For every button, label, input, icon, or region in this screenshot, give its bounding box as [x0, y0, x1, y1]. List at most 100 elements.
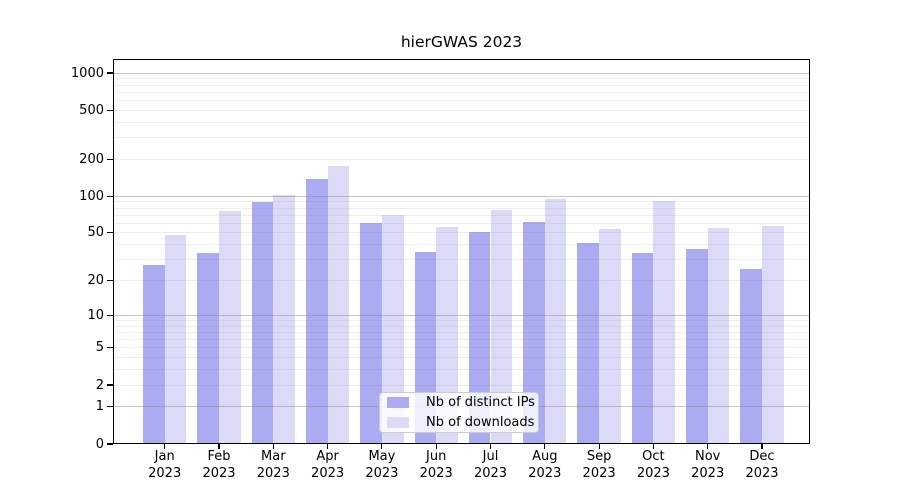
minor-gridline-400 [113, 121, 810, 123]
y-tick-mark-5 [107, 347, 113, 349]
bar-downloads-oct [653, 201, 676, 444]
x-tick-mark-aug [544, 444, 546, 449]
bar-distinct-ips-nov [686, 248, 708, 444]
y-tick-mark-200 [107, 158, 113, 160]
x-tick-label-apr: Apr 2023 [311, 449, 345, 481]
y-tick-label-20: 20 [87, 273, 104, 289]
y-tick-label-0: 0 [95, 436, 104, 452]
bar-downloads-dec [762, 225, 784, 444]
major-gridline-1000 [113, 72, 810, 74]
bar-distinct-ips-feb [197, 253, 219, 444]
x-tick-label-sep: Sep 2023 [582, 449, 616, 481]
bar-downloads-jan [164, 235, 187, 444]
bar-downloads-sep [599, 228, 621, 444]
legend-label-distinct-ips: Nb of distinct IPs [426, 395, 535, 410]
minor-gridline-70 [113, 214, 810, 216]
x-tick-label-aug: Aug 2023 [528, 449, 562, 481]
minor-gridline-300 [113, 137, 810, 139]
bar-downloads-mar [273, 195, 295, 444]
x-tick-mark-jan [164, 444, 166, 449]
x-tick-mark-mar [272, 444, 274, 449]
bar-downloads-jul [490, 210, 513, 444]
bar-distinct-ips-mar [251, 202, 274, 444]
x-tick-label-mar: Mar 2023 [256, 449, 290, 481]
bar-downloads-may [381, 215, 404, 444]
minor-gridline-50 [113, 232, 810, 234]
y-tick-mark-100 [107, 195, 113, 197]
legend-label-downloads: Nb of downloads [426, 415, 535, 430]
x-tick-label-oct: Oct 2023 [636, 449, 670, 481]
bar-downloads-jun [436, 226, 458, 444]
y-tick-label-1000: 1000 [70, 65, 104, 81]
minor-gridline-9 [113, 319, 810, 321]
x-tick-mark-sep [598, 444, 600, 449]
x-tick-label-nov: Nov 2023 [691, 449, 725, 481]
minor-gridline-200 [113, 158, 810, 160]
y-tick-label-200: 200 [79, 151, 104, 167]
bar-distinct-ips-dec [740, 269, 762, 444]
bar-downloads-feb [219, 211, 241, 444]
minor-gridline-80 [113, 207, 810, 209]
legend: Nb of distinct IPs Nb of downloads [379, 392, 539, 433]
minor-gridline-500 [113, 109, 810, 111]
x-tick-mark-apr [327, 444, 329, 449]
x-tick-label-may: May 2023 [365, 449, 399, 481]
y-tick-mark-1 [107, 406, 113, 408]
legend-item-distinct-ips: Nb of distinct IPs [380, 395, 538, 411]
minor-gridline-3 [113, 369, 810, 371]
bar-downloads-aug [544, 198, 567, 444]
y-tick-mark-10 [107, 314, 113, 316]
minor-gridline-30 [113, 259, 810, 261]
x-tick-mark-jul [489, 444, 492, 449]
minor-gridline-20 [113, 280, 810, 282]
x-tick-label-dec: Dec 2023 [745, 449, 779, 481]
y-tick-label-500: 500 [79, 102, 104, 118]
minor-gridline-2 [113, 384, 810, 386]
x-tick-mark-dec [761, 444, 763, 449]
major-gridline-10 [113, 314, 810, 316]
minor-gridline-90 [113, 201, 810, 203]
bar-distinct-ips-may [360, 223, 382, 444]
minor-gridline-600 [113, 99, 810, 101]
y-tick-label-50: 50 [87, 225, 104, 241]
bar-downloads-nov [707, 227, 730, 444]
x-tick-mark-feb [218, 444, 220, 449]
y-tick-mark-20 [107, 279, 113, 282]
bar-downloads-apr [327, 166, 350, 444]
x-tick-label-jan: Jan 2023 [148, 449, 182, 481]
bar-distinct-ips-jul [468, 231, 491, 444]
y-tick-mark-1000 [107, 72, 113, 74]
minor-gridline-7 [113, 331, 810, 333]
y-tick-mark-500 [107, 109, 113, 111]
minor-gridline-5 [113, 347, 810, 349]
y-tick-mark-50 [107, 232, 113, 234]
major-gridline-100 [113, 195, 810, 197]
x-tick-label-feb: Feb 2023 [202, 449, 236, 481]
y-tick-mark-2 [107, 384, 113, 386]
y-tick-label-1: 1 [95, 399, 104, 415]
x-tick-mark-oct [652, 444, 654, 449]
x-tick-mark-may [381, 444, 383, 449]
x-tick-label-jun: Jun 2023 [419, 449, 453, 481]
minor-gridline-60 [113, 222, 810, 224]
y-tick-label-10: 10 [87, 307, 104, 323]
bar-distinct-ips-oct [631, 253, 654, 444]
y-tick-label-100: 100 [79, 188, 104, 204]
bar-distinct-ips-jan [143, 265, 165, 444]
legend-swatch-downloads [387, 417, 409, 428]
x-tick-mark-nov [707, 444, 709, 449]
x-tick-mark-jun [435, 444, 437, 449]
minor-gridline-800 [113, 84, 810, 86]
minor-gridline-40 [113, 244, 810, 246]
x-tick-label-jul: Jul 2023 [473, 449, 508, 481]
bar-distinct-ips-apr [305, 179, 328, 444]
legend-item-downloads: Nb of downloads [380, 415, 538, 431]
minor-gridline-4 [113, 357, 810, 359]
minor-gridline-700 [113, 91, 810, 93]
legend-swatch-distinct-ips [387, 397, 409, 408]
minor-gridline-900 [113, 78, 810, 80]
plot-area [113, 59, 810, 444]
y-tick-mark-0 [107, 443, 113, 445]
bar-distinct-ips-sep [577, 243, 600, 444]
